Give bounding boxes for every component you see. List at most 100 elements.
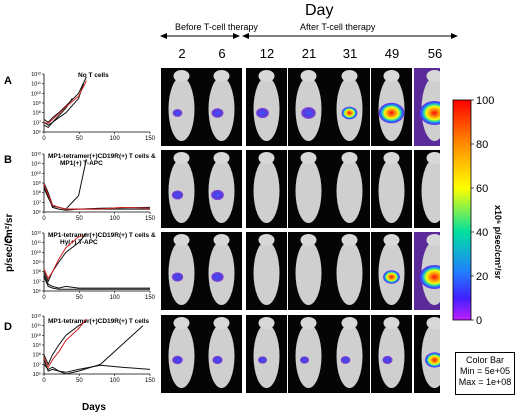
mouse-head <box>258 234 275 246</box>
panel-title-d: MP1-tetramer(+)CD19R(+) T cells <box>48 318 150 325</box>
mouse-silhouette <box>295 159 322 223</box>
mouse-head <box>341 234 358 246</box>
mouse-image-a-56 <box>414 68 440 146</box>
mouse-silhouette <box>253 324 280 388</box>
color-scale: 100 80 60 40 20 0 <box>452 95 494 327</box>
mouse-image-b-6 <box>201 150 242 228</box>
mouse-head <box>383 152 400 164</box>
day-label-31: 31 <box>342 46 358 61</box>
signal-blob <box>378 102 405 124</box>
y-tick-label: 10⁹ <box>33 100 41 107</box>
color-bar-box-title: Color Bar <box>465 355 504 365</box>
y-tick-label: 10⁶ <box>33 129 41 136</box>
y-tick-label: 10¹² <box>31 152 41 158</box>
color-tick-label: 0 <box>476 315 482 327</box>
phase-arrows <box>160 33 458 39</box>
signal-blob <box>211 272 224 282</box>
panel-letter-b: B <box>4 154 12 166</box>
y-tick-label: 10¹² <box>31 231 41 237</box>
signal-blob <box>256 107 269 119</box>
signal-blob <box>171 272 184 282</box>
panel-title-b: MP1-tetramer(+)CD19R(+) T cells & MP1(+) … <box>48 153 156 167</box>
mouse-image-b-31 <box>329 150 370 228</box>
x-tick-label: 50 <box>76 136 83 142</box>
day-title: Day <box>305 2 334 19</box>
signal-blob <box>419 101 440 125</box>
mouse-silhouette <box>295 324 322 388</box>
mouse-image-d-2 <box>161 315 202 393</box>
series-line-black-0 <box>43 83 85 126</box>
mouse-silhouette <box>378 324 405 388</box>
day-label-21: 21 <box>301 46 317 61</box>
mouse-image-a-31 <box>329 68 370 146</box>
mouse-head <box>213 234 230 246</box>
mouse-head <box>383 317 400 329</box>
mouse-image-b-56 <box>414 150 440 228</box>
x-tick-label: 0 <box>42 295 46 301</box>
y-tick-label: 10¹⁰ <box>31 332 42 339</box>
color-tick-label: 40 <box>476 227 488 239</box>
series-line-black-0 <box>43 320 87 366</box>
mouse-head <box>341 317 358 329</box>
color-bar-max: Max = 1e+08 <box>458 377 512 387</box>
mouse-head <box>426 70 440 82</box>
x-tick-label: 100 <box>110 295 121 301</box>
before-therapy-label: Before T-cell therapy <box>175 22 258 32</box>
mouse-silhouette <box>208 241 235 305</box>
mouse-image-a-21 <box>288 68 329 146</box>
x-tick-label: 0 <box>42 378 46 384</box>
mouse-image-b-21 <box>288 150 329 228</box>
series-line-red-3 <box>43 318 87 369</box>
y-tick-label: 10⁸ <box>33 352 41 359</box>
mouse-silhouette <box>168 324 195 388</box>
y-tick-label: 10⁸ <box>33 269 41 276</box>
y-tick-label: 10⁷ <box>33 119 41 126</box>
mouse-head <box>213 317 230 329</box>
x-tick-label: 0 <box>42 216 46 222</box>
mouse-image-c-49 <box>371 232 412 310</box>
series-line-red-3 <box>43 80 87 124</box>
mouse-image-c-21 <box>288 232 329 310</box>
mouse-image-d-6 <box>201 315 242 393</box>
mouse-silhouette <box>168 77 195 141</box>
mouse-head <box>383 70 400 82</box>
mouse-head <box>173 70 190 82</box>
mouse-image-a-6 <box>201 68 242 146</box>
y-tick-label: 10¹¹ <box>31 324 41 330</box>
mouse-silhouette <box>295 241 322 305</box>
color-tick-label: 100 <box>476 95 494 107</box>
y-tick-label: 10⁶ <box>33 209 41 216</box>
signal-blob <box>301 107 316 119</box>
mouse-silhouette <box>336 241 363 305</box>
y-tick-label: 10⁶ <box>33 371 41 378</box>
signal-blob <box>171 190 184 200</box>
signal-blob <box>425 352 440 368</box>
mouse-silhouette <box>208 324 235 388</box>
y-tick-label: 10¹⁰ <box>31 249 42 256</box>
y-tick-label: 10⁶ <box>33 288 41 295</box>
mouse-image-c-56 <box>414 232 440 310</box>
mouse-head <box>300 70 317 82</box>
series-line-red-3 <box>43 235 84 280</box>
panel-letter-a: A <box>4 75 12 87</box>
series-line-black-1 <box>43 76 87 123</box>
series-line-black-2 <box>43 276 150 290</box>
series-line-black-0 <box>43 232 87 283</box>
x-tick-label: 50 <box>76 378 83 384</box>
panel-title-a: No T cells <box>78 72 109 79</box>
mouse-head <box>258 317 275 329</box>
mouse-silhouette <box>168 241 195 305</box>
y-tick-label: 10¹¹ <box>31 82 41 88</box>
color-tick-label: 60 <box>476 183 488 195</box>
y-tick-label: 10⁷ <box>33 199 41 206</box>
signal-blob <box>419 265 440 289</box>
day-label-6: 6 <box>218 46 226 61</box>
mouse-image-d-56 <box>414 315 440 393</box>
mouse-head <box>258 70 275 82</box>
signal-blob <box>382 355 393 365</box>
color-tick-label: 20 <box>476 271 488 283</box>
